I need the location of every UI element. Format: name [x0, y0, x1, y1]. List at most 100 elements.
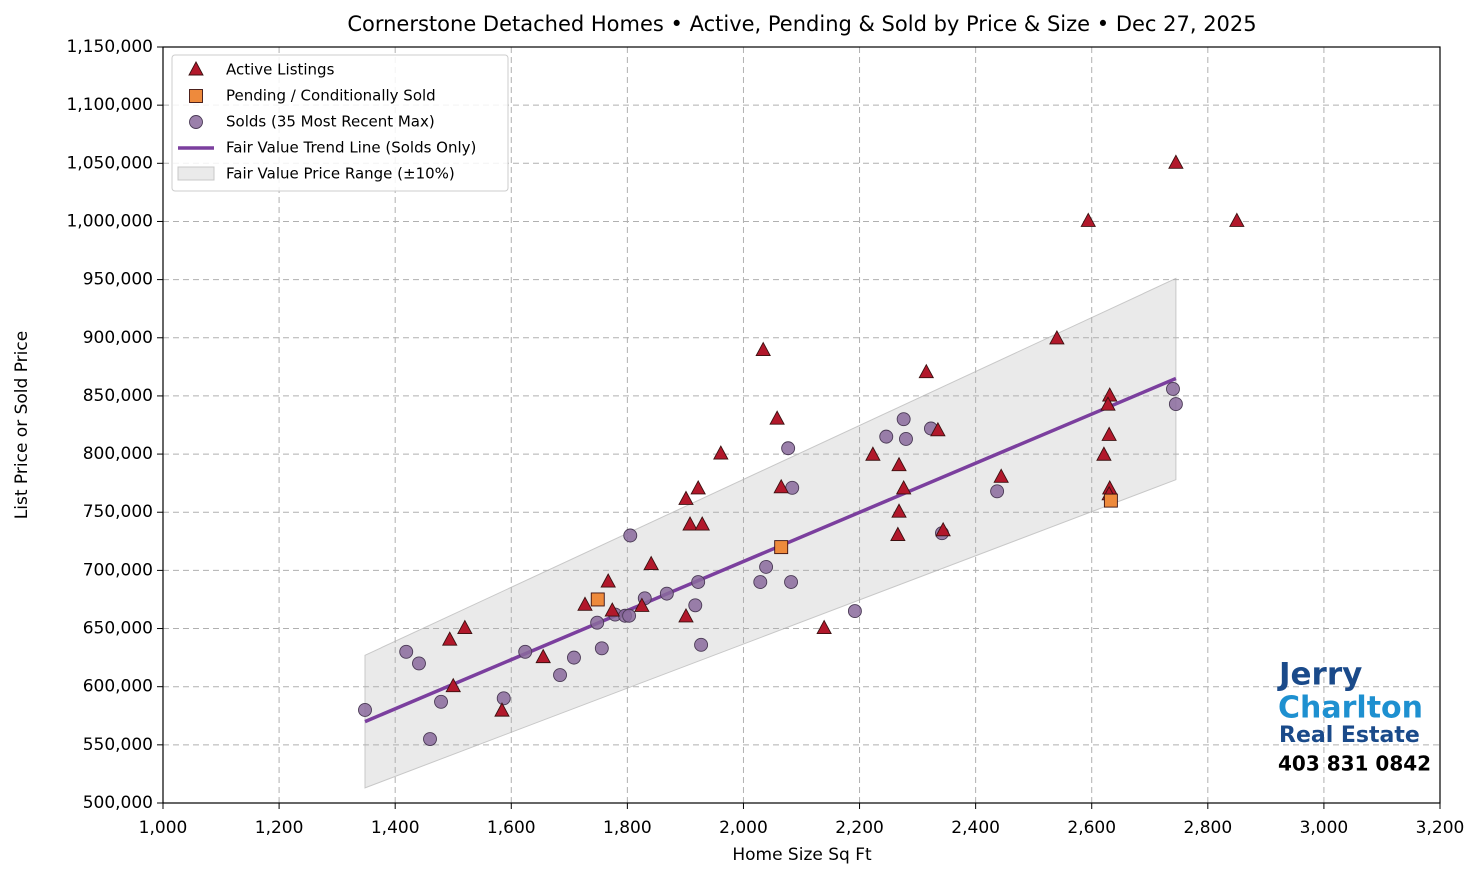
sold-marker — [590, 615, 605, 630]
y-tick-label: 700,000 — [83, 560, 153, 580]
active-marker — [1101, 426, 1117, 441]
active-marker — [1168, 154, 1184, 169]
sold-marker — [553, 668, 567, 683]
x-tick-label: 1,200 — [255, 818, 304, 838]
active-marker — [865, 446, 881, 461]
active-marker — [441, 631, 458, 646]
pending-marker — [189, 89, 203, 103]
x-tick-label: 2,200 — [835, 818, 884, 838]
sold-marker — [847, 604, 862, 619]
active-marker — [891, 503, 907, 518]
active-marker — [890, 526, 906, 541]
pending-marker — [774, 540, 789, 555]
sold-marker — [753, 575, 768, 589]
active-marker — [1229, 212, 1245, 227]
trend-line — [364, 376, 1177, 724]
active-marker — [600, 573, 616, 588]
active-marker — [713, 445, 729, 460]
sold-marker — [434, 694, 448, 709]
sold-marker — [990, 484, 1005, 499]
legend-label: Active Listings — [226, 61, 335, 79]
y-tick-label: 1,150,000 — [66, 37, 153, 57]
x-tick-label: 2,800 — [1183, 818, 1232, 838]
sold-marker — [189, 115, 203, 129]
active-marker — [690, 480, 706, 495]
active-marker — [643, 555, 659, 571]
y-tick-label: 900,000 — [83, 328, 153, 348]
active-marker — [895, 480, 912, 495]
sold-marker — [358, 703, 372, 717]
legend-box — [171, 54, 509, 192]
x-tick-label: 2,400 — [951, 818, 1000, 838]
active-marker — [678, 607, 694, 623]
sold-marker — [412, 656, 426, 671]
active-marker — [993, 468, 1009, 483]
x-tick-label: 1,600 — [487, 818, 536, 838]
active-marker — [445, 677, 461, 693]
x-tick-label: 2,600 — [1067, 818, 1116, 838]
sold-marker — [622, 608, 637, 623]
active-marker — [457, 619, 473, 634]
legend-swatch — [177, 166, 215, 181]
logo-text: Charlton — [1278, 691, 1423, 726]
logo-phone: 403 831 0842 — [1278, 752, 1431, 776]
sold-marker — [567, 650, 581, 665]
active-marker — [1080, 212, 1096, 227]
legend-label: Pending / Conditionally Sold — [226, 87, 436, 105]
y-tick-label: 750,000 — [83, 502, 153, 522]
active-marker — [494, 702, 510, 717]
sold-marker — [423, 732, 437, 746]
sold-marker — [784, 575, 799, 589]
pending-marker — [1103, 493, 1118, 508]
plot-frame — [162, 46, 1441, 804]
sold-marker — [1168, 397, 1183, 412]
active-marker — [604, 602, 621, 617]
sold-marker — [879, 429, 894, 444]
y-tick-label: 500,000 — [83, 793, 153, 813]
legend-label: Solds (35 Most Recent Max) — [226, 113, 435, 131]
active-marker — [678, 490, 694, 505]
x-tick-label: 1,400 — [371, 818, 420, 838]
active-marker — [577, 596, 593, 611]
y-tick-label: 650,000 — [83, 619, 153, 639]
y-tick-label: 600,000 — [83, 677, 153, 697]
sold-marker — [759, 559, 774, 574]
pending-marker — [590, 592, 605, 607]
y-tick-label: 950,000 — [83, 270, 153, 290]
logo: Jerry Charlton Real Estate 403 831 0842 — [1277, 657, 1431, 776]
sold-marker — [496, 691, 511, 706]
y-tick-label: 1,000,000 — [66, 211, 153, 231]
legend: Active Listings Pending / Conditionally S… — [171, 54, 509, 192]
x-axis-label: Home Size Sq Ft — [732, 845, 872, 865]
active-marker — [930, 421, 946, 437]
legend-label: Fair Value Trend Line (Solds Only) — [226, 139, 476, 157]
active-marker — [769, 410, 785, 425]
logo-text: Real Estate — [1279, 723, 1420, 748]
logo-text: Jerry — [1277, 657, 1362, 693]
sold-marker — [659, 586, 674, 601]
x-tick-label: 2,000 — [719, 818, 768, 838]
active-marker — [1049, 329, 1065, 345]
active-marker — [773, 478, 789, 494]
active-marker — [755, 341, 771, 357]
y-tick-label: 800,000 — [83, 444, 153, 464]
sold-marker — [899, 432, 913, 446]
active-marker — [634, 597, 650, 612]
sold-marker — [518, 644, 533, 659]
y-tick-label: 550,000 — [83, 735, 153, 755]
y-tick-label: 1,100,000 — [66, 95, 153, 115]
active-marker — [891, 456, 907, 472]
sold-marker — [1166, 381, 1180, 396]
x-tick-label: 3,000 — [1300, 818, 1349, 838]
active-marker — [188, 61, 204, 76]
y-tick-label: 1,050,000 — [66, 153, 153, 173]
sold-marker — [896, 412, 911, 427]
legend-label: Fair Value Price Range (±10%) — [226, 165, 455, 183]
active-marker — [816, 619, 832, 634]
active-marker — [682, 516, 698, 531]
sold-marker — [399, 644, 414, 659]
sold-marker — [688, 598, 703, 613]
active-marker — [918, 363, 935, 379]
y-axis-label: List Price or Sold Price — [12, 331, 32, 519]
